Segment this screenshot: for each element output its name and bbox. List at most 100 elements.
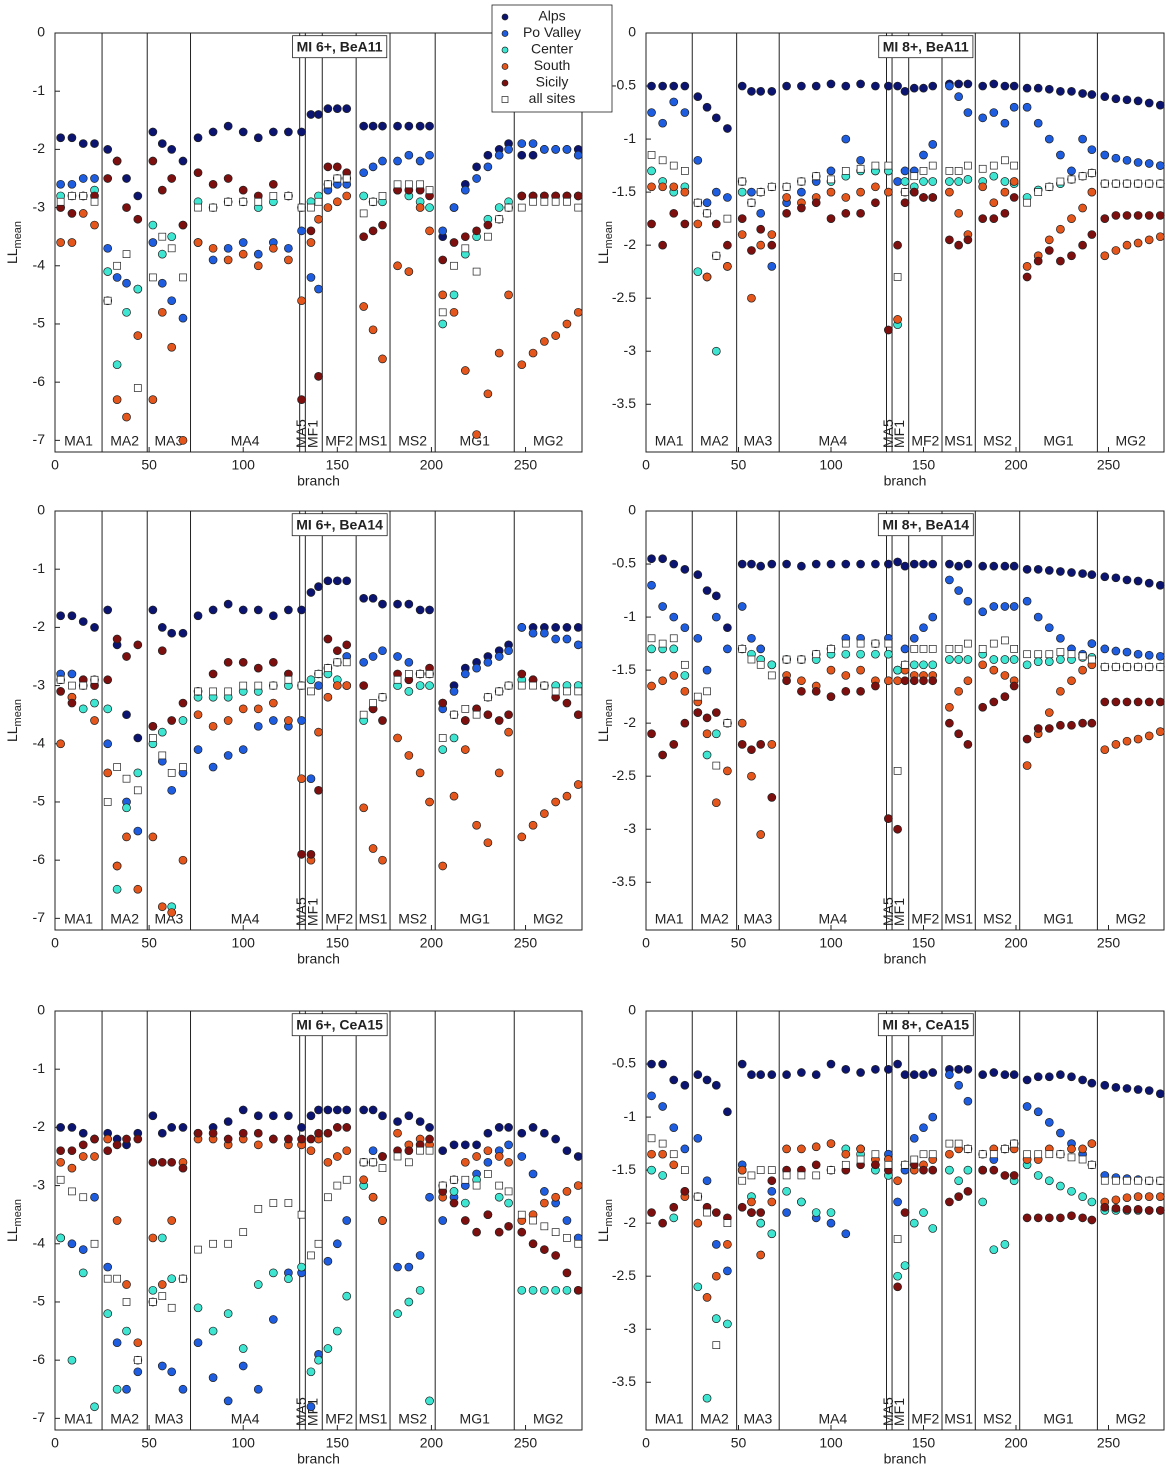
point <box>551 1285 561 1295</box>
point <box>1144 1192 1154 1201</box>
point <box>1067 720 1076 730</box>
point <box>122 652 131 661</box>
segment-label: MG1 <box>460 911 491 927</box>
point <box>1033 1107 1043 1117</box>
point <box>193 611 203 621</box>
point <box>332 1326 342 1336</box>
point <box>723 1319 732 1329</box>
point <box>332 1105 342 1115</box>
point <box>756 224 766 234</box>
point <box>1078 1144 1087 1154</box>
point <box>1156 1176 1165 1185</box>
point <box>756 86 766 96</box>
point <box>767 1166 776 1174</box>
y-tick-label: -3.5 <box>612 395 636 411</box>
point <box>438 1146 448 1156</box>
point <box>517 150 527 160</box>
point <box>1033 83 1043 93</box>
point <box>208 669 218 679</box>
point <box>122 174 131 183</box>
point <box>112 1216 122 1225</box>
point <box>167 908 177 917</box>
point <box>1144 1086 1154 1095</box>
point <box>133 1134 143 1144</box>
point <box>856 187 865 197</box>
point <box>517 1152 527 1161</box>
point <box>167 1216 177 1225</box>
point <box>148 238 158 247</box>
point <box>238 249 248 259</box>
point <box>978 164 987 173</box>
point <box>573 1285 583 1295</box>
point <box>1045 650 1054 659</box>
point <box>495 687 504 696</box>
plot-frame <box>54 510 583 931</box>
point <box>1134 663 1142 671</box>
point <box>178 698 188 708</box>
point <box>472 430 481 439</box>
point <box>647 580 656 590</box>
point <box>989 602 999 611</box>
point <box>893 1282 902 1292</box>
point <box>495 1181 504 1190</box>
point <box>693 92 703 101</box>
y-tick-label: -4 <box>33 1234 46 1250</box>
point <box>919 1165 928 1175</box>
point <box>314 214 323 224</box>
point <box>1145 1176 1154 1185</box>
point <box>1087 639 1097 648</box>
point <box>826 79 836 89</box>
point <box>893 315 902 324</box>
point <box>1144 235 1154 245</box>
x-tick-label: 100 <box>232 935 256 951</box>
x-tick-label: 200 <box>420 457 444 473</box>
point <box>378 1152 387 1161</box>
y-axis-label-main: LL <box>595 1226 611 1242</box>
x-tick-label: 250 <box>1097 1435 1121 1451</box>
title-box <box>878 35 974 59</box>
point <box>167 1303 176 1312</box>
point <box>540 197 549 206</box>
point <box>425 150 434 160</box>
point <box>323 203 333 212</box>
point <box>1056 150 1065 160</box>
point <box>1010 645 1019 653</box>
point <box>529 197 537 206</box>
legend-marker <box>501 13 509 21</box>
point <box>841 639 850 648</box>
segment-label: MS2 <box>983 433 1012 449</box>
point <box>460 1216 470 1225</box>
point <box>747 246 756 255</box>
point <box>167 145 177 154</box>
y-axis-label-sub: mean <box>603 1199 615 1227</box>
point <box>647 1208 656 1217</box>
point <box>297 1262 306 1272</box>
point <box>797 686 806 696</box>
point <box>67 669 77 679</box>
title-box <box>291 513 388 537</box>
y-tick-label: -1 <box>33 560 46 576</box>
point <box>658 1059 668 1069</box>
point <box>504 1187 513 1196</box>
point <box>551 197 560 206</box>
point <box>782 1171 791 1180</box>
point <box>378 716 387 725</box>
point <box>179 763 187 771</box>
point <box>359 191 369 201</box>
segment-label: MF1 <box>891 1398 907 1426</box>
point <box>333 174 342 183</box>
x-tick-label: 200 <box>1004 935 1028 951</box>
point <box>811 1070 821 1079</box>
point <box>737 187 747 197</box>
point <box>884 161 893 170</box>
point <box>1033 1072 1043 1082</box>
point <box>900 86 910 96</box>
segment-label: MA1 <box>655 433 684 449</box>
point <box>67 698 77 708</box>
point <box>438 745 448 754</box>
y-tick-label: -1.5 <box>612 1161 636 1177</box>
point <box>323 1344 333 1353</box>
point <box>268 1111 278 1121</box>
point <box>797 561 806 571</box>
point <box>208 762 218 772</box>
